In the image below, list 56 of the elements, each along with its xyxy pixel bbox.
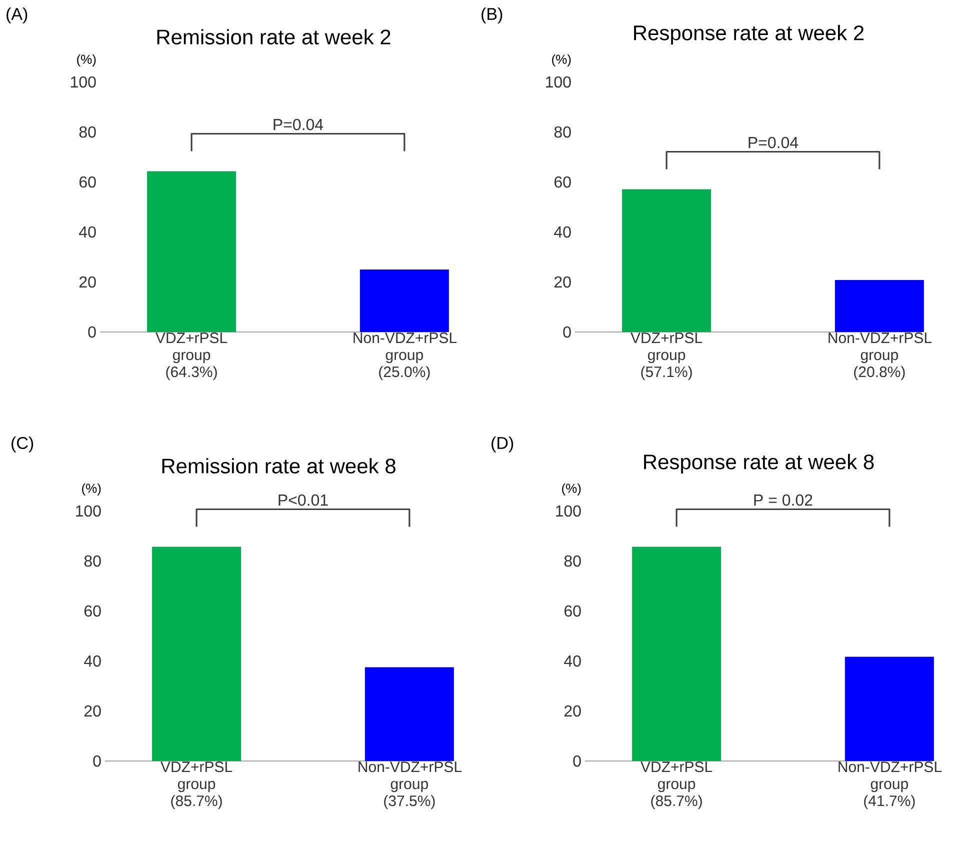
x-tick-label: VDZ+rPSL group bbox=[160, 762, 232, 792]
y-tick-label: 40 bbox=[84, 655, 101, 667]
y-tick-label: 60 bbox=[84, 605, 101, 617]
chart-title: Response rate at week 2 bbox=[634, 24, 864, 44]
y-tick-label: 100 bbox=[71, 76, 96, 88]
text: P = 0.02 bbox=[754, 494, 812, 506]
y-axis-title: (%) bbox=[562, 483, 581, 496]
annotation: P=0.04 bbox=[274, 118, 324, 130]
y-tick-label: 0 bbox=[93, 755, 101, 767]
data-label: (20.8%) bbox=[854, 366, 905, 380]
y-tick-label: 80 bbox=[564, 555, 581, 567]
text: (D) bbox=[492, 436, 514, 452]
chart-title: Response rate at week 8 bbox=[644, 454, 874, 474]
y-tick-label: 0 bbox=[88, 326, 96, 338]
y-axis-title: (%) bbox=[552, 54, 571, 66]
y-tick-label: 100 bbox=[546, 76, 571, 88]
y-tick-label: 60 bbox=[564, 605, 581, 617]
text: P<0.01 bbox=[278, 494, 328, 506]
x-tick-label: Non-VDZ+rPSL group bbox=[354, 332, 457, 364]
data-label: (64.3%) bbox=[166, 366, 217, 380]
annotation: P=0.04 bbox=[748, 136, 798, 148]
y-tick-label: 80 bbox=[84, 555, 101, 567]
text: (A) bbox=[6, 8, 28, 24]
y-tick-label: 0 bbox=[563, 326, 571, 338]
y-tick-label: 20 bbox=[564, 705, 581, 717]
y-tick-label: 60 bbox=[554, 176, 571, 188]
x-tick-label: Non-VDZ+rPSL group bbox=[358, 762, 462, 792]
x-tick-label: Non-VDZ+rPSL group bbox=[828, 332, 932, 364]
y-tick-label: 0 bbox=[573, 755, 581, 767]
y-axis-title: (%) bbox=[77, 54, 96, 66]
x-tick-label: Non-VDZ+rPSL group bbox=[838, 762, 942, 792]
y-tick-label: 40 bbox=[79, 226, 96, 238]
y-tick-label: 60 bbox=[79, 176, 96, 188]
chart-title: Remission rate at week 2 bbox=[157, 29, 390, 44]
chart-title: Remission rate at week 8 bbox=[162, 458, 396, 474]
y-tick-label: 40 bbox=[564, 655, 581, 667]
y-tick-label: 80 bbox=[554, 126, 571, 138]
data-label: (25.0%) bbox=[379, 366, 430, 380]
x-tick-label: VDZ+rPSL group bbox=[640, 762, 712, 792]
data-label: (41.7%) bbox=[864, 795, 915, 810]
y-tick-label: 20 bbox=[79, 276, 96, 288]
y-tick-label: 100 bbox=[556, 505, 581, 517]
y-tick-label: 100 bbox=[76, 505, 101, 517]
y-axis-title: (%) bbox=[82, 483, 101, 496]
data-label: (57.1%) bbox=[641, 366, 692, 380]
y-tick-label: 20 bbox=[84, 705, 101, 717]
y-tick-label: 40 bbox=[554, 226, 571, 238]
data-label: (37.5%) bbox=[384, 795, 435, 810]
text: (B) bbox=[482, 8, 502, 24]
y-tick-label: 80 bbox=[79, 126, 96, 138]
data-label: (85.7%) bbox=[171, 795, 222, 810]
y-tick-label: 20 bbox=[554, 276, 571, 288]
data-label: (85.7%) bbox=[651, 795, 702, 810]
text: (C) bbox=[12, 436, 34, 452]
x-tick-label: VDZ+rPSL group bbox=[156, 332, 228, 364]
x-tick-label: VDZ+rPSL group bbox=[630, 332, 702, 364]
